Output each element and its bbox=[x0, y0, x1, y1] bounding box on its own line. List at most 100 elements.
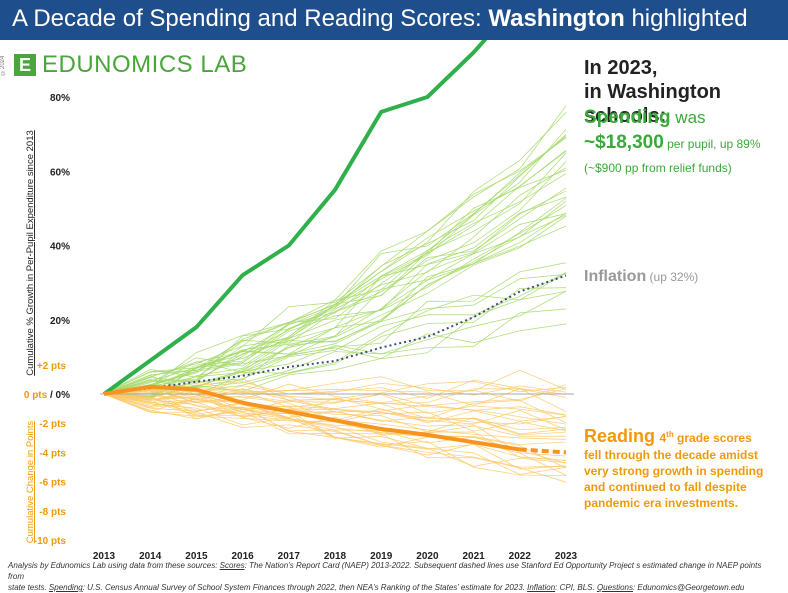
state-spending-line bbox=[103, 128, 567, 395]
state-spending-line bbox=[103, 215, 567, 395]
state-background-lines bbox=[103, 105, 567, 483]
spending-amount: ~$18,300 bbox=[584, 132, 664, 153]
spending-relief: (~$900 pp from relief funds) bbox=[584, 161, 732, 175]
title-suffix: highlighted bbox=[631, 5, 748, 32]
inflation-note: Inflation (up 32%) bbox=[584, 268, 698, 286]
state-spending-line bbox=[103, 105, 567, 395]
state-spending-line bbox=[103, 200, 567, 395]
state-spending-line bbox=[103, 213, 567, 395]
y-tick-label-reading: -8 pts bbox=[39, 507, 66, 518]
state-reading-line bbox=[103, 393, 567, 432]
x-tick-label: 2017 bbox=[278, 551, 301, 560]
reading-line1: fell through the decade amidst bbox=[584, 448, 759, 462]
spending-detail: per pupil, up 89% bbox=[663, 137, 761, 151]
state-spending-line bbox=[103, 190, 567, 396]
panel-heading: In 2023, in Washington schools: bbox=[584, 56, 784, 128]
state-reading-line bbox=[103, 393, 567, 437]
y-tick-label-reading: +2 pts bbox=[37, 361, 67, 372]
reading-line2: very strong growth in spending bbox=[584, 464, 764, 478]
chart-title: A Decade of Spending and Reading Scores:… bbox=[12, 5, 748, 33]
title-state: Washington bbox=[488, 5, 625, 32]
y-tick-label-spending: 80% bbox=[50, 93, 70, 104]
state-spending-line bbox=[103, 272, 567, 395]
zero-label: 0 pts / 0% bbox=[24, 390, 70, 401]
y-axis-label-reading: Cumulative Change in Points bbox=[25, 420, 36, 543]
x-tick-label: 2020 bbox=[416, 551, 439, 560]
x-tick-label: 2021 bbox=[462, 551, 485, 560]
y-tick-label-reading: -2 pts bbox=[39, 419, 66, 430]
state-reading-line bbox=[103, 393, 567, 431]
x-tick-label: 2016 bbox=[231, 551, 254, 560]
source-footer: Analysis by Edunomics Lab using data fro… bbox=[8, 560, 778, 593]
footer-questions-label: Questions bbox=[596, 583, 633, 592]
title-prefix: A Decade of Spending and Reading Scores: bbox=[12, 5, 482, 32]
state-spending-line bbox=[103, 134, 567, 399]
washington-reading-dashed bbox=[519, 447, 567, 455]
title-bar: A Decade of Spending and Reading Scores:… bbox=[0, 0, 788, 40]
panel-heading-line1: In 2023, bbox=[584, 57, 658, 79]
state-spending-line bbox=[103, 173, 567, 395]
panel-heading-line2: in Washington schools: bbox=[584, 81, 722, 127]
x-tick-label: 2018 bbox=[324, 551, 347, 560]
x-tick-label: 2014 bbox=[139, 551, 162, 560]
zero-label-pts: 0 pts bbox=[24, 390, 48, 401]
state-spending-line bbox=[103, 169, 567, 395]
state-spending-line bbox=[103, 167, 567, 395]
inflation-word: Inflation bbox=[584, 268, 647, 285]
footer-scores-label: Scores bbox=[219, 561, 245, 570]
state-spending-line bbox=[103, 196, 567, 399]
state-spending-line bbox=[103, 151, 567, 395]
reading-word: Reading bbox=[584, 426, 656, 446]
state-reading-line bbox=[103, 392, 567, 433]
x-tick-label: 2013 bbox=[93, 551, 116, 560]
logo-text: EDUNOMICS LAB bbox=[42, 51, 248, 78]
state-reading-line bbox=[103, 388, 567, 424]
state-reading-line bbox=[103, 393, 567, 477]
state-spending-line bbox=[103, 187, 567, 395]
y-tick-label-reading: -10 pts bbox=[34, 536, 67, 547]
state-spending-line bbox=[103, 152, 567, 395]
y-tick-label-spending: 60% bbox=[50, 167, 70, 178]
state-reading-line bbox=[103, 387, 567, 408]
reading-note: Reading 4th grade scores fell through th… bbox=[584, 426, 784, 511]
state-spending-line bbox=[103, 262, 567, 396]
footer-e: : CPI, BLS. bbox=[555, 583, 597, 592]
x-tick-label: 2022 bbox=[509, 551, 532, 560]
spending-word: Spending bbox=[584, 107, 671, 128]
state-spending-line bbox=[103, 225, 567, 395]
footer-spending-label: Spending bbox=[48, 583, 83, 592]
state-reading-line bbox=[103, 378, 567, 401]
reading-line4: pandemic era investments. bbox=[584, 496, 739, 510]
footer-inflation-label: Inflation bbox=[527, 583, 556, 592]
zero-label-sep: / 0% bbox=[47, 390, 70, 401]
inflation-line bbox=[103, 274, 567, 395]
chart-svg: 2013 2014 2015 2016 2017 2018 2019 2020 2021 2022… bbox=[24, 40, 578, 560]
y-tick-label-spending: 20% bbox=[50, 316, 70, 327]
reading-grade-num: 4 bbox=[659, 431, 667, 445]
x-tick-label: 2019 bbox=[370, 551, 393, 560]
y-tick-label-reading: -4 pts bbox=[39, 448, 66, 459]
y-tick-label-spending: 40% bbox=[50, 242, 70, 253]
state-spending-line bbox=[103, 272, 567, 395]
state-spending-line bbox=[103, 161, 567, 395]
state-reading-line bbox=[103, 390, 567, 470]
washington-spending-line bbox=[102, 40, 488, 396]
state-spending-line bbox=[103, 197, 567, 398]
state-reading-line bbox=[103, 393, 567, 468]
reading-grade-sup: th bbox=[666, 430, 674, 439]
spending-was: was bbox=[670, 108, 706, 127]
y-axis-label-spending: Cumulative % Growth in Per-Pupil Expendi… bbox=[25, 130, 36, 376]
state-reading-line bbox=[103, 388, 567, 406]
logo-mark: E bbox=[14, 54, 36, 76]
spending-note: Spending was ~$18,300 per pupil, up 89% … bbox=[584, 106, 784, 180]
footer-c: state tests. bbox=[8, 583, 49, 592]
state-spending-line bbox=[103, 273, 567, 395]
footer-d: : U.S. Census Annual Survey of School Sy… bbox=[82, 583, 528, 592]
reading-grade-rest: grade scores bbox=[673, 431, 752, 445]
logo: E EDUNOMICS LAB bbox=[14, 51, 248, 78]
state-reading-line bbox=[103, 393, 567, 467]
x-tick-label: 2023 bbox=[555, 551, 578, 560]
x-tick-label: 2015 bbox=[185, 551, 208, 560]
inflation-detail: (up 32%) bbox=[646, 270, 699, 284]
y-tick-label-reading: -6 pts bbox=[39, 478, 66, 489]
